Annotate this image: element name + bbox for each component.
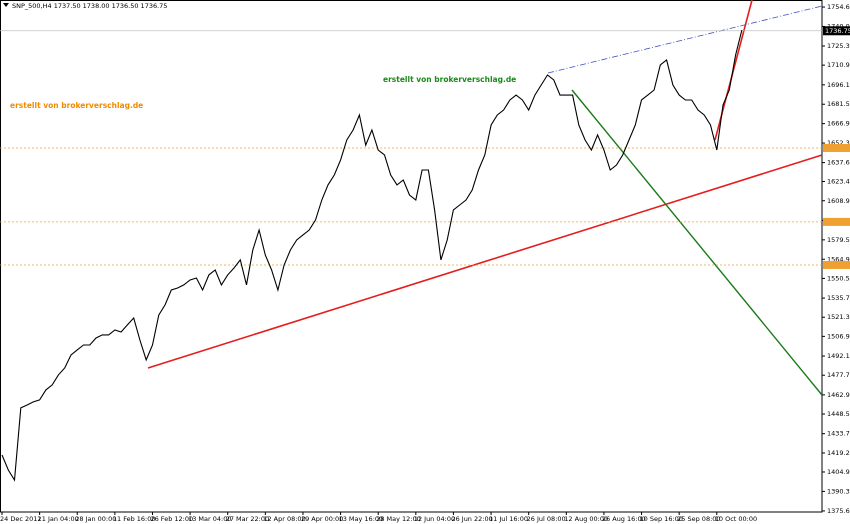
y-tick-label: 1448.50 [827, 410, 850, 418]
y-tick-label: 1623.40 [827, 177, 850, 185]
plot-frame [0, 0, 823, 513]
x-tick-label: 28 May 12:00 [376, 515, 421, 523]
y-tick-label: 1637.60 [827, 159, 850, 167]
x-tick-label: 24 Dec 2012 [0, 515, 42, 523]
y-tick-label: 1477.70 [827, 371, 850, 379]
price-line [1, 29, 743, 482]
x-tick-label: 10 Oct 00:00 [715, 515, 757, 523]
price-level-box [823, 217, 850, 226]
y-tick-label: 1404.90 [827, 468, 850, 476]
y-tick-label: 1433.70 [827, 430, 850, 438]
x-tick-label: 26 Aug 16:00 [602, 515, 646, 523]
last-price-label: 1736.75 [825, 27, 850, 35]
y-tick-label: 1506.90 [827, 332, 850, 340]
y-tick-label: 1725.30 [827, 42, 850, 50]
x-tick-label: 27 Mar 22:00 [226, 515, 269, 523]
x-tick-label: 12 Jun 04:00 [414, 515, 455, 523]
x-tick-label: 26 Feb 12:00 [150, 515, 193, 523]
y-tick-label: 1535.70 [827, 294, 850, 302]
y-tick-label: 1652.30 [827, 139, 850, 147]
x-tick-label: 28 Jan 00:00 [75, 515, 116, 523]
y-tick-label: 1375.60 [827, 507, 850, 515]
chart-header: SNP_500,H4 1737.50 1738.00 1736.50 1736.… [12, 2, 167, 10]
x-tick-label: 26 Jul 08:00 [527, 515, 566, 523]
x-tick-label: 10 Sep 16:00 [640, 515, 683, 523]
x-tick-label: 26 Jun 22:00 [451, 515, 492, 523]
x-tick-label: 13 Mar 04:00 [188, 515, 231, 523]
y-tick-label: 1462.90 [827, 391, 850, 399]
x-tick-label: 12 Aug 00:00 [564, 515, 608, 523]
y-tick-label: 1710.90 [827, 61, 850, 69]
trend-line[interactable] [547, 5, 823, 74]
y-tick-label: 1579.50 [827, 236, 850, 244]
y-tick-label: 1564.90 [827, 255, 850, 263]
x-tick-label: 11 Jul 16:00 [489, 515, 528, 523]
x-tick-label: 29 Apr 00:00 [301, 515, 343, 523]
price-level-box [823, 143, 850, 152]
x-tick-label: 13 May 16:00 [339, 515, 384, 523]
y-tick-label: 1390.30 [827, 487, 850, 495]
y-tick-label: 1550.50 [827, 274, 850, 282]
y-tick-label: 1666.90 [827, 120, 850, 128]
x-tick-label: 11 Feb 16:00 [113, 515, 156, 523]
trend-line[interactable] [147, 154, 823, 369]
y-tick-label: 1681.50 [827, 100, 850, 108]
watermark: erstellt von brokerverschlag.de [10, 101, 143, 110]
x-tick-label: 25 Sep 08:00 [677, 515, 720, 523]
x-tick-label: 11 Jan 04:00 [38, 515, 79, 523]
y-tick-label: 1492.10 [827, 352, 850, 360]
y-tick-label: 1754.60 [827, 3, 850, 11]
last-price-box [823, 26, 850, 36]
menu-arrow[interactable] [3, 3, 9, 7]
y-tick-label: 1696.10 [827, 81, 850, 89]
y-tick-label: 1419.20 [827, 449, 850, 457]
x-tick-label: 12 Apr 08:00 [263, 515, 305, 523]
y-tick-label: 1608.90 [827, 197, 850, 205]
watermark: erstellt von brokerverschlag.de [383, 75, 516, 84]
trend-line[interactable] [571, 89, 823, 396]
y-tick-label: 1521.30 [827, 313, 850, 321]
price-level-box [823, 260, 850, 269]
